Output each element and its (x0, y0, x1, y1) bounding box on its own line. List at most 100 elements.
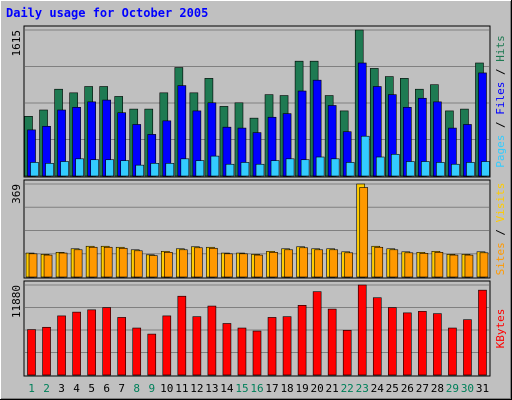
bar-kbytes-day-27 (418, 311, 427, 376)
x-tick-label-day-14: 14 (220, 382, 234, 395)
x-tick-label-day-3: 3 (58, 382, 65, 395)
legend-hits: Hits (494, 35, 507, 62)
chart-panels: 1615 Pages / Files / Hits 369 Sites / Visit… (10, 25, 507, 377)
bar-sites-day-20 (314, 249, 323, 278)
bar-kbytes-day-25 (387, 307, 397, 376)
bar-sites-day-6 (103, 246, 113, 278)
x-tick-label-day-10: 10 (160, 382, 173, 395)
bar-kbytes-day-30 (463, 319, 472, 376)
bar-pages-day-29 (451, 163, 460, 177)
bar-sites-day-18 (284, 249, 293, 278)
x-tick-label-day-25: 25 (386, 382, 399, 395)
bar-sites-day-11 (179, 249, 188, 278)
bar-pages-day-20 (315, 156, 325, 177)
bar-sites-day-3 (58, 252, 68, 278)
x-tick-label-day-29: 29 (446, 382, 459, 395)
x-tick-label-day-23: 23 (356, 382, 369, 395)
bar-kbytes-day-16 (252, 330, 262, 376)
bar-sites-day-17 (269, 252, 278, 278)
bar-sites-day-29 (449, 254, 459, 278)
x-tick-label-day-22: 22 (341, 382, 354, 395)
bar-kbytes-day-20 (312, 291, 322, 376)
bar-kbytes-day-24 (372, 297, 382, 376)
bar-kbytes-day-29 (448, 327, 457, 376)
bar-sites-day-26 (404, 252, 414, 278)
x-tick-label-day-13: 13 (205, 382, 218, 395)
bar-pages-day-27 (421, 161, 430, 177)
bar-kbytes-day-4 (72, 311, 81, 376)
bar-pages-day-21 (330, 158, 340, 177)
bar-pages-day-13 (210, 155, 220, 177)
x-tick-label-day-27: 27 (416, 382, 429, 395)
y-axis-max-label: 11880 (10, 285, 23, 318)
x-tick-label-day-1: 1 (28, 382, 35, 395)
bar-kbytes-day-15 (237, 327, 247, 376)
x-tick-label-day-21: 21 (326, 382, 339, 395)
side-legend-kbytes: KBytes (494, 309, 507, 349)
bar-files-day-31 (478, 72, 487, 177)
x-tick-label-day-18: 18 (280, 382, 293, 395)
bar-pages-day-9 (150, 163, 160, 177)
x-tick-label-day-26: 26 (401, 382, 414, 395)
bar-pages-day-10 (165, 163, 175, 177)
bar-pages-day-19 (300, 159, 310, 177)
bar-kbytes-day-23 (357, 284, 367, 376)
bar-sites-day-1 (28, 253, 38, 278)
side-legend-pages-files-hits: Pages / Files / Hits (494, 35, 507, 168)
bar-kbytes-day-26 (403, 312, 412, 376)
bar-sites-day-19 (299, 247, 308, 278)
x-tick-label-day-30: 30 (461, 382, 474, 395)
x-tick-label-day-24: 24 (371, 382, 385, 395)
bar-pages-day-15 (240, 162, 250, 177)
bar-pages-day-3 (60, 161, 69, 177)
bar-kbytes-day-22 (342, 330, 352, 376)
bar-pages-day-25 (390, 154, 400, 177)
x-tick-label-day-31: 31 (476, 382, 489, 395)
bar-pages-day-18 (285, 158, 295, 177)
bar-sites-day-8 (133, 250, 143, 278)
bar-pages-day-6 (105, 159, 114, 177)
panel-kbytes: 11880 KBytes (10, 280, 507, 377)
bar-kbytes-day-7 (117, 317, 127, 376)
bar-pages-day-5 (90, 159, 99, 177)
legend-sites: Sites (494, 242, 507, 275)
x-tick-label-day-12: 12 (190, 382, 203, 395)
x-tick-label-day-4: 4 (73, 382, 80, 395)
bar-kbytes-day-9 (147, 333, 157, 376)
legend-kbytes: KBytes (494, 309, 507, 349)
bar-pages-day-1 (30, 162, 39, 177)
bar-pages-day-26 (406, 161, 415, 177)
bar-pages-day-2 (45, 163, 54, 177)
bar-sites-day-10 (164, 252, 173, 278)
x-tick-label-day-8: 8 (133, 382, 140, 395)
bar-sites-day-21 (329, 249, 338, 278)
bar-kbytes-day-8 (132, 327, 142, 376)
x-tick-label-day-5: 5 (88, 382, 95, 395)
bar-sites-day-15 (239, 253, 248, 278)
bar-sites-day-30 (464, 254, 474, 278)
bar-kbytes-day-11 (177, 295, 187, 376)
bar-kbytes-day-14 (222, 323, 232, 376)
bar-pages-day-16 (255, 163, 265, 177)
x-tick-label-day-11: 11 (175, 382, 188, 395)
bar-sites-day-31 (479, 252, 489, 278)
x-tick-label-day-16: 16 (250, 382, 263, 395)
bar-sites-day-28 (434, 252, 444, 278)
x-tick-label-day-9: 9 (148, 382, 155, 395)
bar-sites-day-14 (224, 253, 233, 278)
bar-pages-day-17 (270, 160, 280, 177)
bar-sites-day-27 (419, 253, 429, 278)
bar-pages-day-4 (75, 158, 84, 177)
bar-kbytes-day-17 (267, 317, 277, 376)
bar-sites-day-23 (359, 187, 369, 278)
bar-sites-day-2 (43, 254, 53, 278)
bar-pages-day-8 (135, 164, 145, 177)
bar-pages-day-7 (120, 160, 130, 177)
bar-kbytes-day-5 (87, 309, 96, 376)
bar-sites-day-7 (118, 247, 128, 278)
chart-title: Daily usage for October 2005 (6, 6, 208, 20)
x-tick-label-day-17: 17 (265, 382, 278, 395)
bar-sites-day-16 (254, 254, 263, 278)
bar-pages-day-31 (481, 161, 490, 177)
